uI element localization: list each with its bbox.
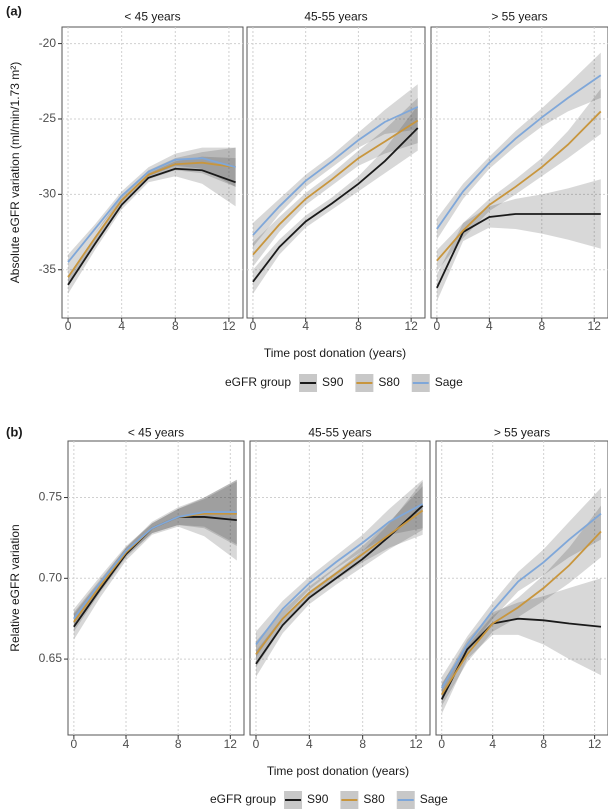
confidence-band — [68, 147, 236, 285]
y-tick-label: 0.75 — [39, 490, 63, 504]
confidence-band — [252, 97, 418, 267]
confidence-band — [436, 179, 601, 302]
x-tick-label: 0 — [253, 737, 260, 751]
series-line — [73, 511, 237, 620]
y-tick-label: -35 — [39, 262, 57, 276]
confidence-band — [436, 88, 601, 272]
legend-label: S90 — [322, 375, 344, 389]
legend-label: S80 — [378, 375, 400, 389]
legend-title: eGFR group — [225, 375, 291, 389]
y-tick-label: -25 — [39, 111, 57, 125]
y-tick-label: 0.65 — [39, 651, 63, 665]
x-tick-label: 0 — [438, 737, 445, 751]
panel-label: (a) — [6, 3, 22, 18]
confidence-band — [436, 52, 601, 240]
x-tick-label: 12 — [224, 737, 238, 751]
series-line — [255, 509, 424, 655]
facet-title: 45-55 years — [304, 10, 367, 24]
series-line — [436, 110, 602, 262]
facet-title: > 55 years — [494, 426, 550, 440]
x-tick-label: 12 — [222, 319, 236, 333]
series-line — [252, 106, 419, 236]
x-tick-label: 8 — [359, 737, 366, 751]
x-tick-label: 4 — [489, 737, 496, 751]
confidence-band — [256, 481, 423, 677]
x-tick-label: 8 — [175, 737, 182, 751]
x-axis-title: Time post donation (years) — [267, 764, 409, 778]
confidence-band — [68, 156, 236, 294]
y-tick-label: 0.70 — [39, 570, 63, 584]
x-tick-label: 12 — [588, 737, 602, 751]
series-line — [255, 504, 424, 665]
facet-title: 45-55 years — [308, 426, 371, 440]
x-tick-label: 0 — [434, 319, 441, 333]
legend-label: Sage — [435, 375, 463, 389]
x-tick-label: 8 — [538, 319, 545, 333]
x-tick-label: 12 — [588, 319, 602, 333]
legend-label: Sage — [420, 792, 448, 806]
series-line — [252, 127, 419, 283]
x-tick-label: 0 — [250, 319, 257, 333]
x-tick-label: 8 — [355, 319, 362, 333]
y-tick-label: -30 — [39, 187, 57, 201]
panel-label: (b) — [6, 424, 23, 439]
y-axis-title: Relative eGFR variation — [8, 524, 22, 651]
x-tick-label: 0 — [65, 319, 72, 333]
x-tick-label: 4 — [302, 319, 309, 333]
facet-panel — [430, 26, 608, 319]
confidence-band — [73, 481, 237, 632]
confidence-band — [252, 84, 418, 248]
x-tick-label: 12 — [409, 737, 423, 751]
x-tick-label: 4 — [306, 737, 313, 751]
confidence-band — [73, 479, 237, 640]
facet-title: < 45 years — [124, 10, 180, 24]
series-line — [67, 157, 236, 263]
x-tick-label: 4 — [123, 737, 130, 751]
facet-panel — [435, 440, 608, 736]
facet-title: < 45 years — [128, 426, 184, 440]
series-line — [440, 530, 602, 696]
y-tick-label: -20 — [39, 36, 57, 50]
x-tick-label: 0 — [71, 737, 78, 751]
facet-title: > 55 years — [491, 10, 547, 24]
confidence-band — [68, 147, 236, 270]
series-line — [255, 503, 424, 646]
series-line — [67, 167, 236, 286]
series-line — [67, 161, 236, 278]
series-line — [436, 74, 602, 230]
facet-panel — [249, 440, 431, 736]
x-tick-label: 4 — [486, 319, 493, 333]
legend-label: S80 — [363, 792, 385, 806]
x-axis-title: Time post donation (years) — [264, 346, 406, 360]
x-tick-label: 8 — [172, 319, 179, 333]
legend-label: S90 — [307, 792, 329, 806]
confidence-band — [441, 487, 601, 700]
x-tick-label: 12 — [404, 319, 418, 333]
series-line — [440, 617, 602, 700]
series-line — [252, 119, 419, 256]
confidence-band — [252, 105, 418, 294]
x-tick-label: 4 — [118, 319, 125, 333]
confidence-band — [256, 479, 423, 658]
x-tick-label: 8 — [540, 737, 547, 751]
legend-title: eGFR group — [210, 792, 276, 806]
confidence-band — [441, 578, 601, 714]
y-axis-title: Absolute eGFR variation (ml/min/1.73 m²) — [8, 62, 22, 283]
series-line — [440, 512, 602, 689]
series-line — [436, 213, 601, 289]
